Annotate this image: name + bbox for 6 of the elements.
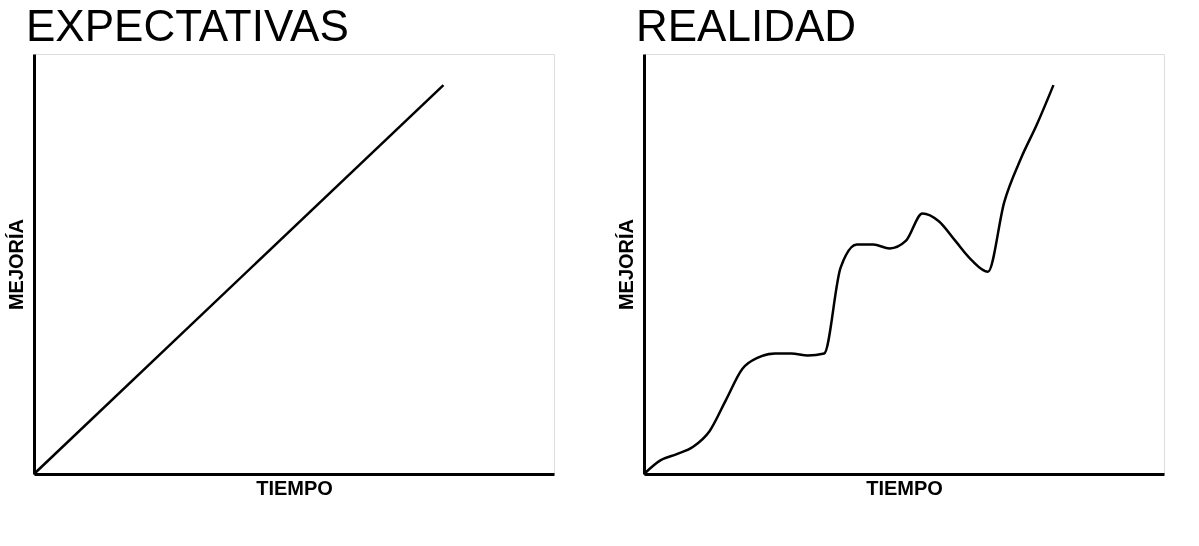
- chart-title: EXPECTATIVAS: [26, 1, 349, 50]
- x-axis-title: TIEMPO: [866, 476, 943, 499]
- chart-title: REALIDAD: [636, 1, 857, 50]
- y-axis-title: MEJORÍA: [4, 218, 27, 311]
- x-axis-title: TIEMPO: [256, 476, 333, 499]
- y-axis-title: MEJORÍA: [614, 218, 637, 311]
